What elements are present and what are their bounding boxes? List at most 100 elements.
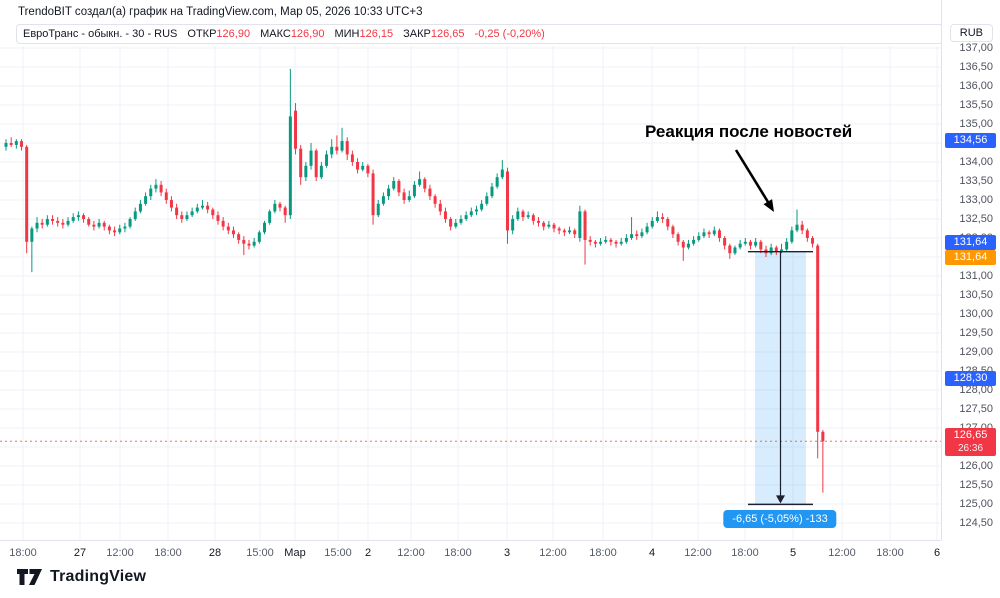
candle-body: [723, 238, 727, 246]
candle-body: [666, 219, 670, 227]
candle-body: [87, 219, 91, 225]
candle-body: [686, 243, 690, 248]
candle-body: [490, 186, 494, 197]
candle-body: [325, 154, 329, 166]
candle-body: [500, 169, 504, 178]
candle-body: [71, 217, 75, 221]
annotation-text[interactable]: Реакция после новостей: [645, 122, 853, 141]
candle-body: [25, 146, 29, 242]
candle-body: [159, 184, 163, 193]
candle-body: [521, 211, 525, 218]
time-tick-label: 2: [364, 547, 372, 559]
candle-body: [547, 224, 551, 227]
candle-body: [769, 247, 773, 254]
measure-tool-label[interactable]: -6,65 (-5,05%) -133: [723, 510, 837, 528]
candle-body: [242, 239, 246, 244]
candle-body: [469, 211, 473, 216]
currency-button[interactable]: RUB: [949, 24, 993, 42]
candle-body: [821, 431, 825, 442]
candle-body: [366, 165, 370, 174]
tradingview-logo-text: TradingView: [50, 568, 147, 585]
tradingview-logo[interactable]: TradingView: [16, 566, 146, 588]
price-tick-label: 133,00: [959, 194, 993, 206]
candle-body: [495, 177, 499, 187]
candle-body: [128, 219, 132, 227]
candle-body: [123, 226, 127, 229]
chart-attribution: TrendoBIT создал(а) график на TradingVie…: [18, 6, 423, 18]
ohlc-open: ОТКР126,90: [187, 28, 251, 40]
candle-body: [418, 179, 422, 185]
candle-body: [273, 203, 277, 212]
candle-body: [118, 228, 122, 233]
price-tick-label: 134,00: [959, 156, 993, 168]
candle-body: [345, 141, 349, 155]
candle-body: [14, 141, 18, 145]
price-tick-label: 126,00: [959, 460, 993, 472]
price-tick-label: 136,50: [959, 61, 993, 73]
candle-body: [299, 148, 303, 178]
candle-body: [557, 228, 561, 231]
time-tick-label: 27: [73, 547, 87, 559]
candle-body: [562, 230, 566, 233]
candle-body: [278, 203, 282, 208]
candle-body: [356, 162, 360, 170]
candle-body: [578, 211, 582, 238]
time-tick-label: 12:00: [684, 547, 712, 559]
symbol-legend[interactable]: ЕвроТранс - обыкн. - 30 - RUS ОТКР126,90…: [16, 24, 944, 44]
candle-body: [733, 247, 737, 254]
price-tick-label: 130,00: [959, 308, 993, 320]
candle-body: [655, 217, 659, 221]
candle-body: [609, 239, 613, 242]
candle-body: [624, 238, 628, 242]
annotation-arrow-line[interactable]: [734, 149, 770, 203]
candle-body: [216, 215, 220, 221]
time-axis[interactable]: 18:00 27 12:00 18:00 28 15:00 Мар 15:00 2 12:00 18…: [0, 540, 941, 565]
candle-body: [728, 245, 732, 254]
candle-body: [92, 224, 96, 227]
time-tick-label: 12:00: [539, 547, 567, 559]
time-tick-label: 3: [503, 547, 511, 559]
price-tick-label: 137,00: [959, 42, 993, 54]
price-change: -0,25 (-0,20%): [474, 28, 545, 40]
candle-body: [195, 207, 199, 212]
candle-body: [759, 241, 763, 250]
candle-body: [717, 230, 721, 238]
candle-body: [464, 215, 468, 219]
candle-body: [309, 150, 313, 166]
time-tick-label: 28: [208, 547, 222, 559]
candle-body: [707, 232, 711, 235]
price-tick-label: 128,00: [959, 384, 993, 396]
candle-body: [185, 215, 189, 219]
candle-body: [35, 222, 39, 229]
candle-body: [45, 219, 49, 225]
candle-body: [102, 222, 106, 227]
candle-body: [583, 211, 587, 240]
measure-arrowhead-icon: [776, 495, 785, 504]
symbol-title[interactable]: ЕвроТранс - обыкн. - 30 - RUS: [23, 28, 178, 40]
ohlc-close: ЗАКР126,65: [403, 28, 465, 40]
candle-body: [614, 241, 618, 244]
candle-body: [113, 230, 117, 233]
candle-body: [226, 226, 230, 231]
candle-body: [350, 154, 354, 162]
chart-pane[interactable]: [0, 0, 941, 540]
candle-body: [748, 241, 752, 246]
candle-body: [645, 226, 649, 233]
price-tick-label: 132,50: [959, 213, 993, 225]
candle-body: [438, 203, 442, 212]
candle-body: [671, 226, 675, 235]
candle-body: [247, 243, 251, 246]
candle-body: [283, 207, 287, 216]
candle-body: [76, 215, 80, 218]
candle-body: [319, 165, 323, 178]
candle-body: [754, 241, 758, 246]
candle-body: [449, 219, 453, 227]
price-axis[interactable]: 137,00136,50136,00135,50135,00134,50134,…: [941, 0, 1000, 540]
price-tick-label: 130,50: [959, 289, 993, 301]
time-tick-label: 6: [933, 547, 941, 559]
time-tick-label: 18:00: [876, 547, 904, 559]
time-tick-label: 12:00: [106, 547, 134, 559]
candle-body: [480, 203, 484, 210]
last-price-badge: 126,65 26:36: [945, 427, 996, 456]
